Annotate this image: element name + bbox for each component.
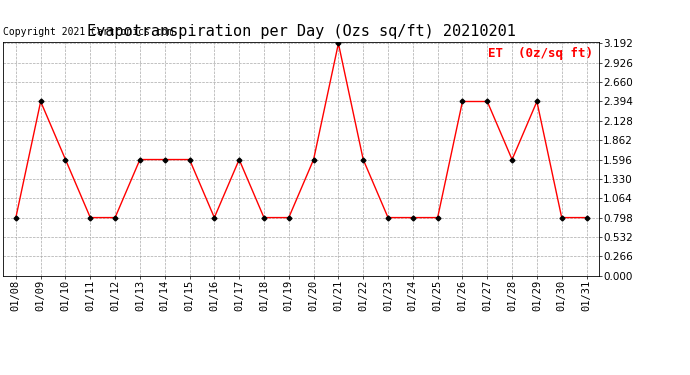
Text: Copyright 2021 Cartronics.com: Copyright 2021 Cartronics.com (3, 27, 174, 38)
Title: Evapotranspiration per Day (Ozs sq/ft) 20210201: Evapotranspiration per Day (Ozs sq/ft) 2… (87, 24, 515, 39)
Text: ET  (0z/sq ft): ET (0z/sq ft) (488, 46, 593, 60)
